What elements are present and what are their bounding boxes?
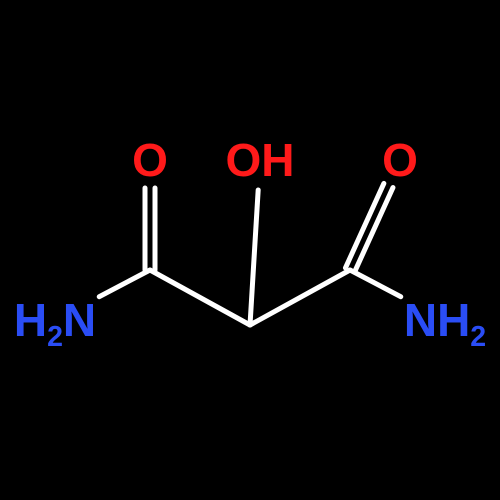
- atom-label-o1: O: [132, 137, 168, 183]
- atom-label-o2: OH: [226, 137, 295, 183]
- atom-label-o3: O: [382, 137, 418, 183]
- atom-label-n2: NH2: [404, 297, 486, 343]
- bond-layer: [0, 0, 500, 500]
- atom-label-n1: H2N: [14, 297, 96, 343]
- molecule-canvas: H2N O OH O NH2: [0, 0, 500, 500]
